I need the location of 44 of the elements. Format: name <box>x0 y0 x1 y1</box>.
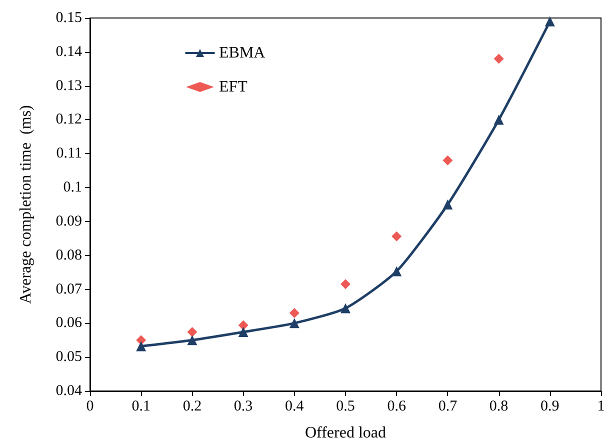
x-tick-label: 1 <box>597 398 605 414</box>
x-tick-label: 0.5 <box>336 398 355 414</box>
y-tick-label: 0.1 <box>63 180 82 196</box>
point <box>136 341 146 352</box>
x-tick-label: 0.6 <box>387 398 406 414</box>
point <box>392 231 402 242</box>
point <box>187 335 198 346</box>
point <box>340 303 350 314</box>
point <box>544 16 555 26</box>
point <box>442 200 453 210</box>
x-tick-label: 0.3 <box>234 398 253 414</box>
x-axis-title: Offered load <box>305 424 386 442</box>
y-tick-label: 0.06 <box>56 315 82 332</box>
y-tick-label: 0.04 <box>56 383 82 399</box>
legend-label: EFT <box>219 78 248 96</box>
x-tick-label: 0.4 <box>285 398 304 414</box>
y-tick-label: 0.12 <box>56 112 82 128</box>
y-tick-label: 0.14 <box>56 44 82 60</box>
x-tick-label: 0.9 <box>540 398 560 414</box>
y-tick-label: 0.09 <box>56 213 82 230</box>
x-tick-label: 0.8 <box>489 398 508 414</box>
x-tick-label: 0.2 <box>182 398 202 414</box>
point <box>392 266 402 276</box>
x-tick-label: 0.7 <box>438 398 458 414</box>
point <box>442 155 453 166</box>
point <box>289 318 300 328</box>
y-tick-label: 0.07 <box>56 281 82 298</box>
legend-label: EBMA <box>219 44 266 62</box>
point <box>494 54 504 64</box>
point <box>238 320 248 330</box>
point <box>289 308 300 318</box>
y-tick-label: 0.08 <box>56 247 82 264</box>
x-tick-label: 0 <box>86 398 94 414</box>
y-axis-title: Average completion time (ms) <box>18 105 34 304</box>
y-tick-label: 0.13 <box>56 78 82 94</box>
point <box>238 327 248 337</box>
y-tick-label: 0.11 <box>56 146 82 162</box>
y-tick-label: 0.15 <box>56 10 82 26</box>
x-tick-label: 0.1 <box>132 398 150 414</box>
y-tick-label: 0.05 <box>56 349 82 366</box>
point <box>187 327 198 337</box>
point <box>136 335 146 346</box>
point <box>340 279 350 290</box>
point <box>494 114 504 125</box>
